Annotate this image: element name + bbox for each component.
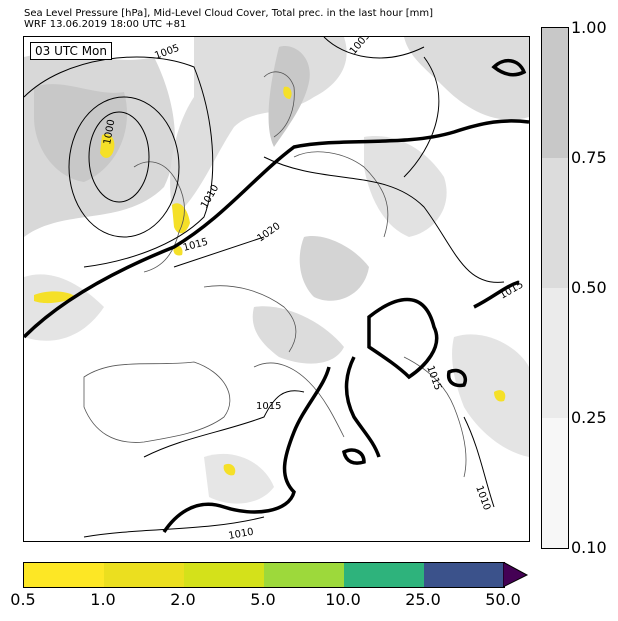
colorbar-tick: 25.0 [405,590,441,609]
weather-map: 1005 1000 1005 1010 1015 1020 1015 1015 … [23,36,530,542]
colorbar-tick: 0.75 [571,148,607,167]
thick-isobars [24,59,529,533]
isobar-label: 1010 [473,484,492,512]
colorbar-tick: 0.50 [571,278,607,297]
colorbar-tick: 5.0 [250,590,276,609]
chart-title: Sea Level Pressure [hPa], Mid-Level Clou… [24,8,434,19]
isobar-label: 1020 [255,221,282,245]
cloud-cover-layer [24,37,529,504]
colorbar-segment [104,563,184,587]
colorbar-segment [264,563,344,587]
colorbar-tick: 0.10 [571,538,607,557]
isobars [24,37,505,538]
chart-subtitle: WRF 13.06.2019 18:00 UTC +81 [24,19,187,30]
colorbar-tick: 0.25 [571,408,607,427]
colorbar-segment [424,563,504,587]
cloud-cover-colorbar [541,27,569,549]
colorbar-tick: 0.5 [10,590,36,609]
isobar-label: 1015 [256,401,281,412]
map-canvas: 1005 1000 1005 1010 1015 1020 1015 1015 … [24,37,529,541]
isobar-label: 1000 [102,119,117,146]
isobar-label: 1010 [199,183,221,211]
colorbar-tick: 2.0 [170,590,196,609]
precipitation-colorbar [23,562,505,588]
colorbar-tick: 50.0 [485,590,521,609]
colorbar-segment [542,288,568,418]
isobar-label: 1015 [424,364,443,392]
colorbar-extend-arrow [503,562,529,588]
colorbar-segment [24,563,104,587]
colorbar-tick: 1.00 [571,18,607,37]
colorbar-tick: 10.0 [325,590,361,609]
precipitation-layer [34,86,506,476]
colorbar-tick: 1.0 [90,590,116,609]
colorbar-segment [184,563,264,587]
colorbar-segment [542,418,568,548]
isobar-label: 1010 [228,527,255,541]
colorbar-segment [344,563,424,587]
coastlines [83,71,467,478]
colorbar-segment [542,158,568,288]
isobar-label: 1005 [348,37,373,57]
isobar-label: 1005 [153,43,181,62]
colorbar-segment [542,28,568,158]
valid-time-label: 03 UTC Mon [30,42,112,60]
